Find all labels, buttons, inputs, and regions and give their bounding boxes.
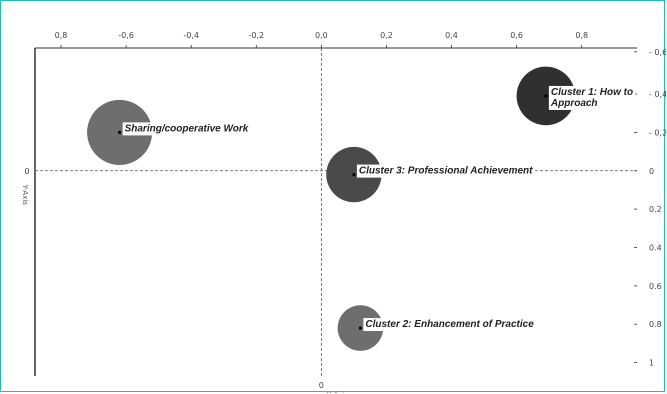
y-tick-label: 1 <box>649 359 654 368</box>
y-tick-label: - 0,2 <box>649 128 666 137</box>
cluster-label-text: Cluster 1: How to <box>551 87 633 98</box>
x-tick-label: 0,0 <box>315 31 328 40</box>
y-tick-label: 0.4 <box>649 243 662 252</box>
y-tick-label: - 0,6 <box>649 48 666 57</box>
cluster-label-text: Approach <box>550 98 598 109</box>
cluster-label: Cluster 3: Professional Achievement <box>356 164 535 178</box>
x-tick-label: 0,4 <box>445 31 458 40</box>
y-tick-label: 0.6 <box>649 282 662 291</box>
cluster-label-background <box>363 318 536 332</box>
y-zero-label: 0 <box>24 167 29 176</box>
x-tick-label: 0,6 <box>510 31 523 40</box>
cluster-label-background <box>122 122 251 136</box>
cluster-label: Sharing/cooperative Work <box>122 122 251 136</box>
x-zero-label: 0 <box>319 381 324 390</box>
y-tick-label: 0.2 <box>649 205 662 214</box>
cluster-label-background <box>356 164 535 178</box>
x-tick-label: 0,8 <box>55 31 68 40</box>
y-tick-label: 0.8 <box>649 320 662 329</box>
cluster-center-dot <box>352 172 356 177</box>
cluster-center-dot <box>118 130 122 134</box>
bubbles <box>87 66 576 351</box>
cluster-label-text: Cluster 3: Professional Achievement <box>359 166 533 177</box>
cluster-label-text: Sharing/cooperative Work <box>125 123 249 134</box>
cluster-label-text: Cluster 2: Enhancement of Practice <box>365 319 534 330</box>
x-tick-label: 0,2 <box>380 31 393 40</box>
y-tick-label: - 0,4 <box>649 90 666 99</box>
cluster-label: Cluster 2: Enhancement of Practice <box>363 318 536 332</box>
cluster-center-dot <box>358 326 363 330</box>
y-tick-label: 0 <box>649 167 654 176</box>
axes: 0,8 -0,6 -0,4 -0,2 0,0 0,2 0,4 0,6 0,8 - 0,6 - 0,4… <box>21 31 666 393</box>
x-tick-label: -0,4 <box>183 31 199 40</box>
x-tick-label: -0,6 <box>118 31 134 40</box>
x-tick-label: 0,8 <box>575 31 588 40</box>
x-tick-label: -0,2 <box>248 31 264 40</box>
cluster-center-dot <box>544 94 548 98</box>
y-axis-title: Y-Axis <box>21 184 29 206</box>
x-axis-title: X-Axis <box>327 391 349 393</box>
cluster-label-background <box>548 85 636 110</box>
